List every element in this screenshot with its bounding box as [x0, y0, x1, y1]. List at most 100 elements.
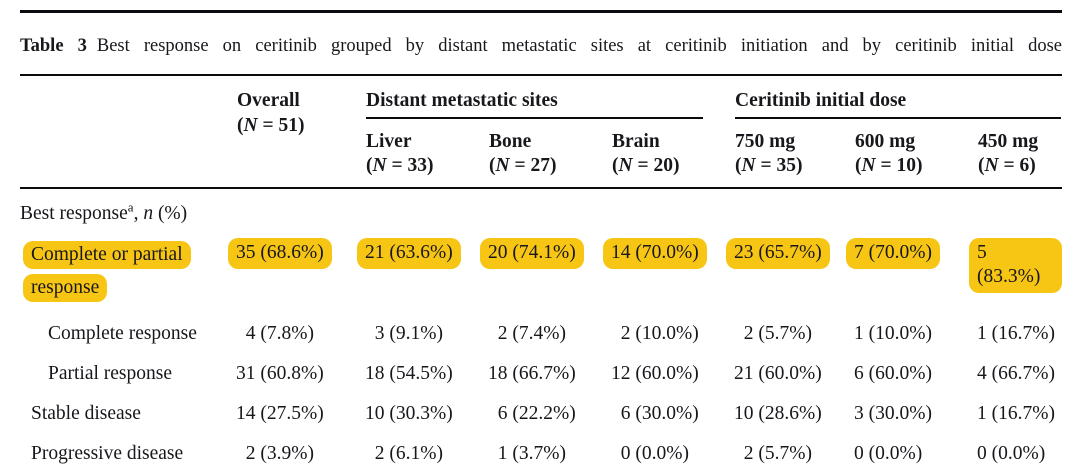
row-label-progressive-disease: Progressive disease: [20, 434, 236, 471]
caption-rule: [20, 74, 1062, 76]
cell-percent: (70.0%): [635, 242, 699, 263]
cell-percent: (60.0%): [635, 363, 699, 384]
value-cell: 7 (70.0%): [846, 230, 977, 314]
section-separator: ,: [133, 203, 144, 224]
highlight-annotation: 21 (63.6%): [357, 238, 461, 269]
value-cell: 20 (74.1%): [480, 230, 611, 314]
cell-percent: (70.0%): [868, 242, 933, 263]
table-row-progressive-disease: Progressive disease 2 (3.9%) 2 (6.1%) 1 (3.…: [20, 434, 1062, 471]
column-label: Bone: [489, 131, 532, 152]
value-cell: 1 (10.0%): [854, 314, 977, 354]
column-n-count: (N = 35): [735, 155, 803, 176]
table-header: Overall (N = 51) Distant metastatic site…: [20, 76, 1063, 189]
cell-count: 31: [236, 363, 256, 384]
column-label: 750 mg: [735, 131, 796, 152]
value-cell: 4 (66.7%): [977, 354, 1062, 394]
cell-percent: (10.0%): [635, 323, 699, 344]
value-cell: 12 (60.0%): [611, 354, 734, 394]
value-cell: 31 (60.8%): [236, 354, 365, 394]
cell-count: 2: [497, 323, 508, 344]
cell-percent: (16.7%): [991, 323, 1056, 344]
cell-percent: (63.6%): [389, 242, 453, 263]
cell-percent: (0.0%): [635, 443, 689, 464]
value-cell: 0 (0.0%): [977, 434, 1062, 471]
value-cell: 3 (30.0%): [854, 394, 977, 434]
cell-percent: (60.0%): [758, 363, 822, 384]
column-label: Liver: [366, 131, 412, 152]
row-label-complete-response: Complete response: [20, 314, 236, 354]
table-caption: Table 3 Best response on ceritinib groupe…: [20, 33, 1062, 59]
cell-count: 3: [854, 403, 864, 424]
cell-count: 18: [488, 363, 508, 384]
row-label-text: Complete response: [48, 323, 197, 344]
table-body: Best responsea, n (%) Complete or partia…: [20, 188, 1063, 471]
group-header-initial-dose-label: Ceritinib initial dose: [735, 88, 1062, 119]
group-header-metastatic-sites: Distant metastatic sites: [365, 76, 734, 120]
column-n-count: (N = 6): [978, 155, 1036, 176]
cell-count: 7: [854, 242, 864, 263]
cell-count: 2: [743, 443, 754, 464]
cell-count: 20: [488, 242, 508, 263]
cell-count: 10: [734, 403, 754, 424]
cell-count: 10: [365, 403, 385, 424]
cell-percent: (30.0%): [635, 403, 699, 424]
value-cell: 5 (83.3%): [969, 230, 1063, 314]
value-cell: 21 (60.0%): [734, 354, 854, 394]
cell-percent: (16.7%): [991, 403, 1056, 424]
column-header-overall: Overall (N = 51): [236, 76, 365, 189]
row-label-partial-response: Partial response: [20, 354, 236, 394]
value-cell: 1 (16.7%): [977, 314, 1062, 354]
value-cell: 2 (3.9%): [236, 434, 365, 471]
cell-count: 0: [977, 443, 987, 464]
value-cell: 6 (22.2%): [488, 394, 611, 434]
value-cell: 1 (3.7%): [488, 434, 611, 471]
cell-count: 4: [977, 363, 987, 384]
table-row-stable-disease: Stable disease 14 (27.5%) 10 (30.3%) 6 (22.…: [20, 394, 1062, 434]
column-label: Brain: [612, 131, 660, 152]
section-row: Best responsea, n (%): [20, 188, 1062, 230]
highlight-annotation: Complete or partial response: [23, 241, 191, 302]
column-header-brain: Brain (N = 20): [611, 120, 735, 189]
cell-count: 35: [236, 242, 256, 263]
value-cell: 6 (30.0%): [611, 394, 734, 434]
column-header-600-mg: 600 mg (N = 10): [854, 120, 978, 189]
value-cell: 3 (9.1%): [365, 314, 488, 354]
value-cell: 0 (0.0%): [611, 434, 734, 471]
value-cell: 2 (5.7%): [734, 434, 854, 471]
footnote-marker: a: [127, 199, 134, 215]
row-label-text: Stable disease: [31, 403, 141, 424]
value-cell: 21 (63.6%): [357, 230, 488, 314]
sub-header-row: Liver (N = 33) Bone (N = 27) Brain (N = 20) 75…: [20, 120, 1063, 189]
row-label-column-stub: [20, 76, 236, 120]
cell-percent: (27.5%): [260, 403, 324, 424]
cell-count: 1: [854, 323, 864, 344]
cell-percent: (74.1%): [512, 242, 576, 263]
row-label-stable-disease: Stable disease: [20, 394, 236, 434]
cell-percent: (3.9%): [260, 443, 314, 464]
cell-percent: (54.5%): [389, 363, 453, 384]
highlight-annotation: 23 (65.7%): [726, 238, 830, 269]
group-header-metastatic-sites-label: Distant metastatic sites: [366, 88, 704, 119]
highlight-annotation: 20 (74.1%): [480, 238, 584, 269]
row-label-complete-or-partial-response: Complete or partial response: [20, 230, 236, 314]
column-header-450-mg: 450 mg (N = 6): [977, 120, 1063, 189]
cell-count: 4: [245, 323, 256, 344]
table-number: Table 3: [20, 36, 87, 56]
cell-count: 14: [236, 403, 256, 424]
cell-percent: (66.7%): [991, 363, 1056, 384]
cell-percent: (66.7%): [512, 363, 576, 384]
cell-count: 2: [245, 443, 256, 464]
column-n-count: (N = 10): [855, 155, 923, 176]
cell-percent: (68.6%): [260, 242, 324, 263]
cell-count: 0: [854, 443, 864, 464]
caption-text: Best response on ceritinib grouped by di…: [96, 36, 1063, 56]
cell-percent: (3.7%): [512, 443, 566, 464]
group-header-initial-dose: Ceritinib initial dose: [734, 76, 1062, 120]
cell-percent: (22.2%): [512, 403, 576, 424]
overall-n-count: (N = 51): [237, 115, 305, 136]
cell-percent: (0.0%): [868, 443, 923, 464]
cell-percent: (9.1%): [389, 323, 443, 344]
cell-percent: (60.0%): [868, 363, 933, 384]
cell-count: 6: [497, 403, 508, 424]
